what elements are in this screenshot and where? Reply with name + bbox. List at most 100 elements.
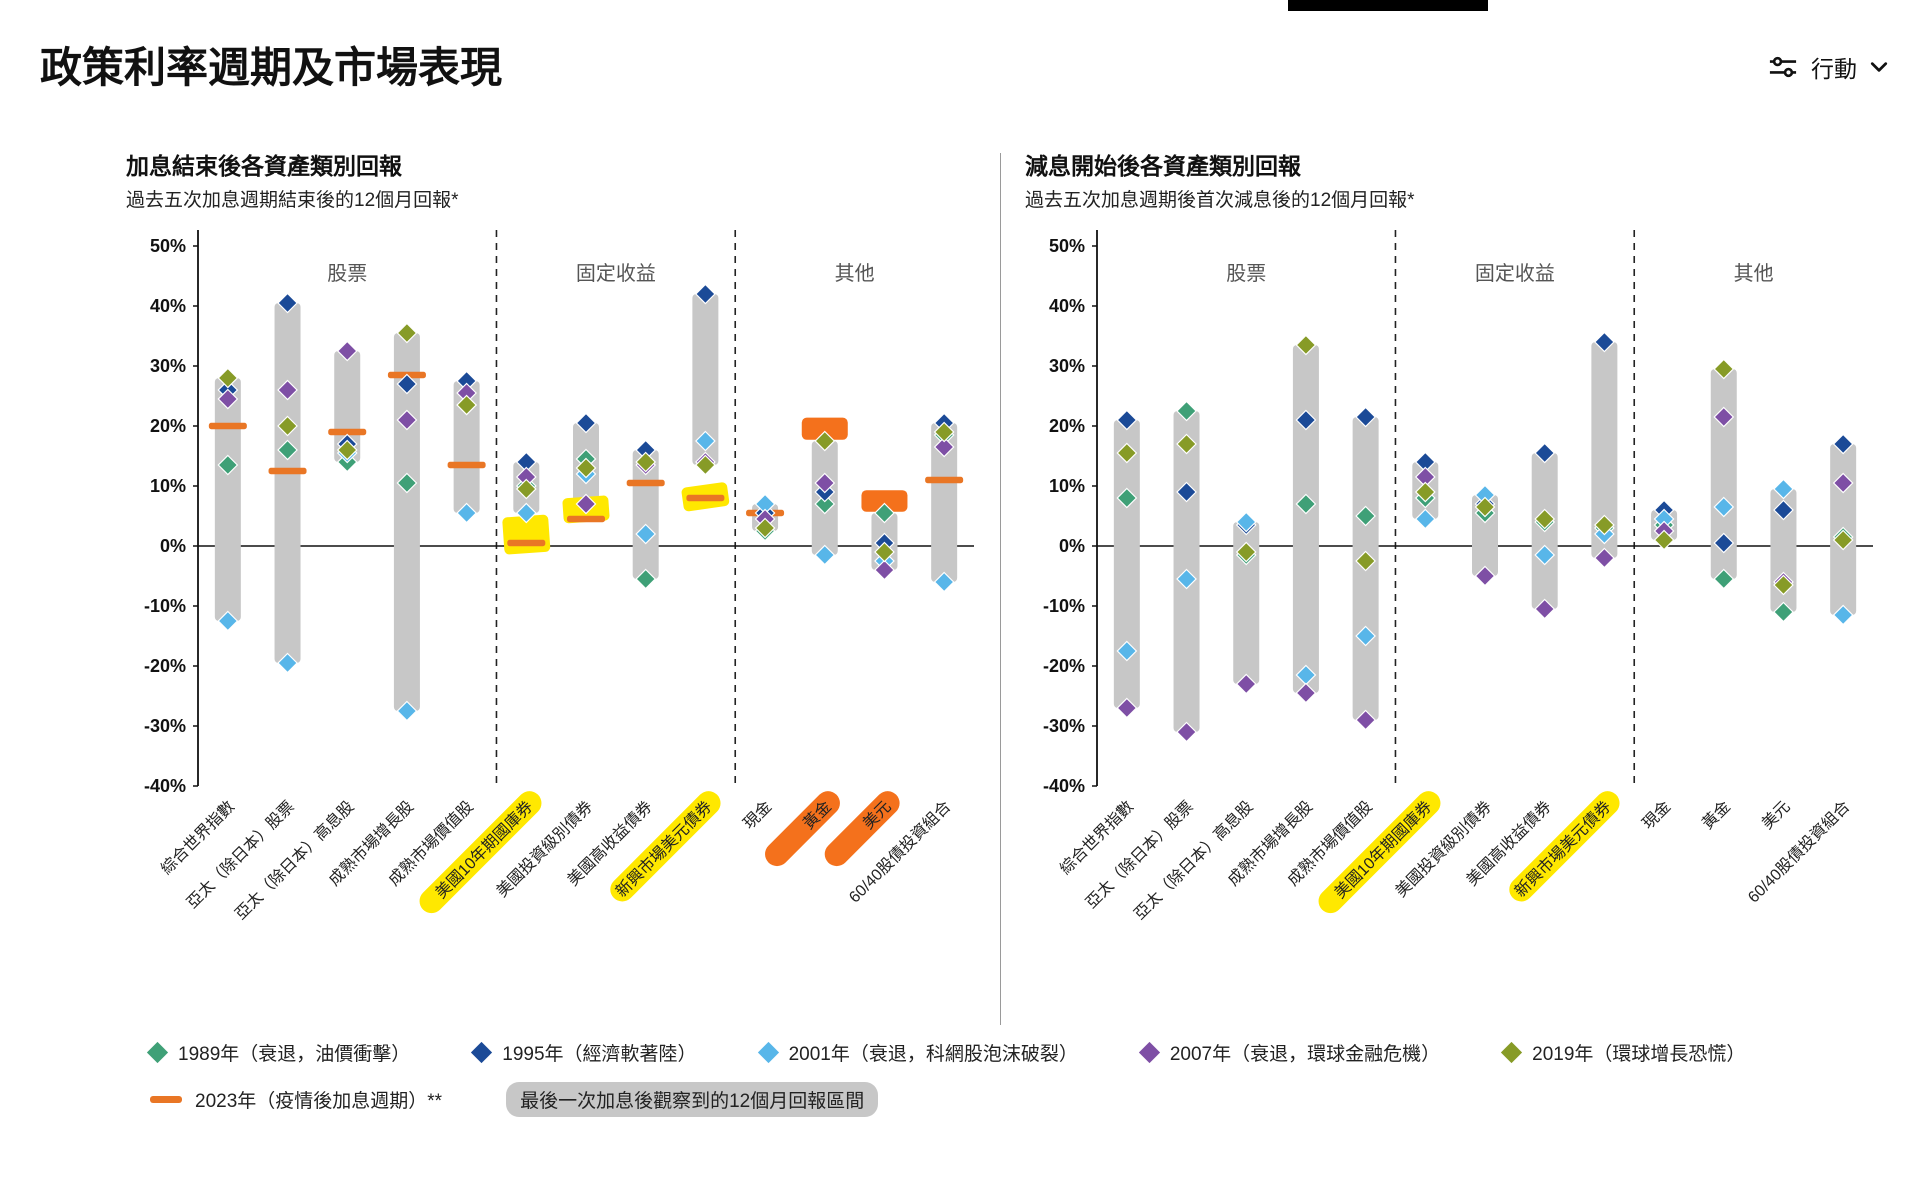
category-label-group: 60/40股債投資組合: [1744, 798, 1853, 907]
legend-row-extra: 2023年（疫情後加息週期）** 最後一次加息後觀察到的12個月回報區間: [150, 1082, 1930, 1117]
legend-item-extra-1: 最後一次加息後觀察到的12個月回報區間: [506, 1082, 879, 1117]
y-tick-label: 0%: [1059, 536, 1085, 556]
y-tick-label: -30%: [1043, 716, 1085, 736]
point-1995: [1713, 532, 1735, 554]
point-2007: [1594, 547, 1615, 569]
category-label: 60/40股債投資組合: [1744, 798, 1853, 907]
point-1995: [1773, 499, 1794, 521]
point-2019: [1773, 574, 1794, 596]
range-bar: [931, 423, 958, 582]
point-2007: [217, 388, 239, 410]
point-2019: [1295, 334, 1317, 356]
range-bar: [692, 294, 719, 465]
marker-2023: [208, 422, 247, 430]
category-label-group: 亞太（除日本）股票: [183, 798, 298, 913]
point-2019: [1594, 514, 1615, 536]
top-black-bar: [1288, 0, 1488, 11]
label-highlight: [824, 791, 900, 867]
legend-label: 1995年（經濟軟著陸）: [502, 1044, 697, 1065]
range-bar: [274, 303, 301, 663]
range-bar: [1233, 522, 1260, 684]
legend-row-years: 1989年（衰退，油價衝擊） 1995年（經濟軟著陸） 2001年（衰退，科網股泡沫…: [146, 1039, 1930, 1066]
category-label-group: 黃金: [1699, 798, 1734, 833]
point-2001: [456, 502, 477, 524]
diamond-swatch-1995: [471, 1041, 493, 1064]
page-title: 政策利率週期及市場表現: [40, 44, 503, 91]
y-tick-label: 0%: [160, 536, 186, 556]
chart-title-cut-start: 減息開始後各資產類別回報: [1025, 153, 1301, 179]
point-2001: [396, 700, 418, 722]
range-bar: [214, 378, 241, 621]
y-tick-label: 30%: [150, 356, 186, 376]
sliders-icon: [1769, 56, 1797, 78]
y-tick-label: 20%: [1049, 416, 1085, 436]
point-1989: [1116, 487, 1138, 509]
point-2007: [1295, 682, 1317, 704]
section-label: 股票: [327, 263, 367, 285]
point-2001: [1832, 604, 1854, 626]
point-2019: [515, 478, 537, 500]
point-2007: [1474, 565, 1496, 587]
y-tick-label: 40%: [150, 296, 186, 316]
point-2019: [1713, 358, 1735, 380]
chart-subtitle-cut-start: 過去五次加息週期後首次減息後的12個月回報*: [1025, 190, 1415, 211]
point-1995: [1176, 481, 1197, 503]
point-2001: [1235, 511, 1257, 533]
point-2007: [575, 493, 597, 515]
point-2019: [874, 541, 895, 563]
point-2007: [1176, 721, 1197, 743]
point-1989: [277, 439, 298, 461]
point-2019: [754, 517, 776, 539]
range-bar: [1292, 345, 1319, 693]
category-label: 亞太（除日本）股票: [1082, 798, 1197, 913]
point-2007: [1832, 472, 1854, 494]
action-menu-button[interactable]: 行動: [1768, 50, 1888, 84]
legend-item-1995: 1995年（經濟軟著陸）: [471, 1039, 697, 1066]
point-2019: [933, 421, 955, 443]
marker-2023: [925, 476, 964, 484]
point-2001: [695, 430, 716, 452]
point-2019: [1235, 541, 1257, 563]
marker-2023: [686, 494, 725, 502]
label-highlight: [610, 791, 721, 902]
charts-area: 加息結束後各資產類別回報 過去五次加息週期結束後的12個月回報* 股票 固定收益 其…: [116, 147, 1930, 1025]
point-2007: [814, 472, 836, 494]
point-2001: [1355, 625, 1376, 647]
y-tick-label: 50%: [150, 236, 186, 256]
legend-label: 最後一次加息後觀察到的12個月回報區間: [506, 1082, 879, 1117]
y-tick-label: -20%: [1043, 656, 1085, 676]
point-1995: [1594, 331, 1615, 353]
point-1989: [874, 502, 895, 524]
category-label: 現金: [740, 798, 775, 833]
point-2001: [635, 523, 657, 545]
category-label: 美元: [1758, 798, 1793, 833]
point-2001: [1176, 568, 1197, 590]
marker-2023: [328, 428, 367, 436]
diamond-swatch-1989: [146, 1041, 169, 1064]
section-label: 固定收益: [576, 262, 656, 285]
point-2007: [1534, 598, 1556, 620]
point-1995: [695, 283, 716, 305]
point-2019: [1116, 442, 1138, 464]
point-2001: [217, 610, 239, 632]
point-2019: [1653, 529, 1675, 551]
legend-label: 2007年（衰退，環球金融危機）: [1169, 1044, 1441, 1065]
diamond-swatch-2001: [757, 1041, 779, 1064]
point-2019: [1474, 496, 1496, 518]
action-menu-label: 行動: [1811, 56, 1857, 82]
point-1989: [814, 493, 836, 515]
point-2019: [1534, 508, 1556, 530]
range-bar: [1591, 342, 1618, 558]
y-tick-label: 30%: [1049, 356, 1085, 376]
category-label-group: 現金: [1639, 798, 1674, 833]
label-highlight: [419, 791, 542, 914]
legend-item-2019: 2019年（環球增長恐慌）: [1501, 1039, 1745, 1066]
range-bar: [453, 381, 480, 513]
point-2007: [1355, 709, 1376, 731]
y-tick-label: -30%: [144, 716, 186, 736]
legend-item-2007: 2007年（衰退，環球金融危機）: [1138, 1039, 1441, 1066]
point-2019: [396, 322, 418, 344]
highlight-box: [861, 490, 908, 512]
category-label: 現金: [1639, 798, 1674, 833]
y-tick-label: 10%: [150, 476, 186, 496]
